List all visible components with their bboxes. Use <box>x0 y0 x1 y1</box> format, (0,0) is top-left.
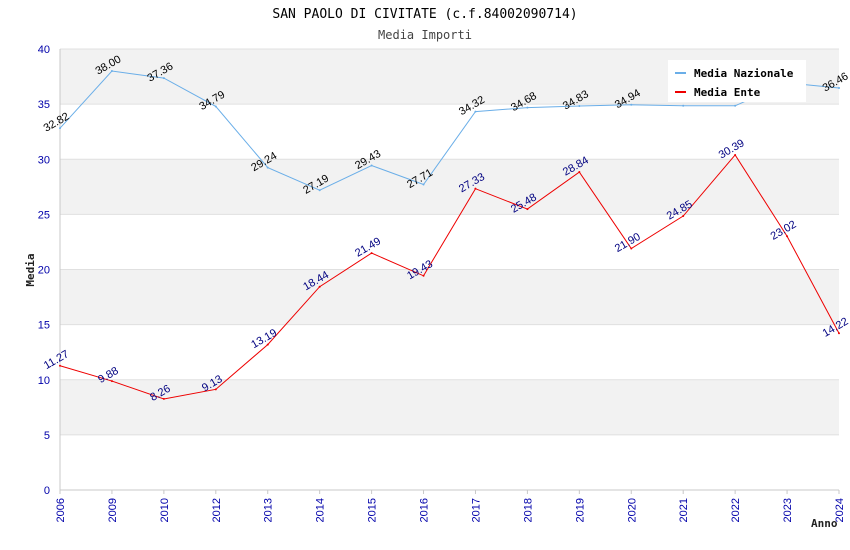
x-tick-label: 2014 <box>315 498 327 522</box>
data-point <box>734 104 737 107</box>
data-point <box>110 70 113 73</box>
data-point <box>422 274 425 277</box>
y-tick-label: 0 <box>44 485 50 497</box>
data-point <box>578 104 581 107</box>
data-point <box>110 380 113 383</box>
x-tick-label: 2020 <box>626 498 638 522</box>
series-line-media-nazionale <box>59 70 840 191</box>
chart-title: SAN PAOLO DI CIVITATE (c.f.84002090714) <box>272 7 577 22</box>
grid-band <box>60 104 839 160</box>
x-tick-label: 2009 <box>107 498 119 522</box>
x-tick-label: 2018 <box>522 498 534 522</box>
y-axis-label: Media <box>24 253 37 286</box>
y-tick-label: 5 <box>44 430 50 442</box>
x-tick-label: 2015 <box>367 498 379 522</box>
grid-band <box>60 379 839 435</box>
y-tick-label: 35 <box>38 99 50 111</box>
data-point <box>162 77 165 80</box>
data-point <box>838 87 840 90</box>
y-tick-label: 20 <box>38 265 50 277</box>
data-point <box>526 106 529 109</box>
y-tick-label: 15 <box>38 320 50 332</box>
legend-item: Media Ente <box>694 86 761 99</box>
grid-band <box>60 159 839 215</box>
x-tick-label: 2021 <box>678 498 690 522</box>
x-axis-label: Anno <box>811 517 838 530</box>
x-tick-label: 2010 <box>159 498 171 522</box>
data-point <box>734 153 737 156</box>
series-line-media-ente <box>59 154 840 400</box>
axes: 0 5 10 15 20 25 30 35 40 2006 2009 2010 2012 2013 2014… <box>38 44 846 522</box>
data-point <box>630 103 633 106</box>
series-group <box>59 70 840 400</box>
data-point <box>370 252 373 255</box>
data-point <box>214 105 217 108</box>
x-tick-label: 2013 <box>263 498 275 522</box>
data-point <box>318 285 321 288</box>
chart-subtitle: Media Importi <box>378 28 472 42</box>
data-point <box>214 388 217 391</box>
x-tick-label: 2017 <box>470 498 482 522</box>
y-tick-label: 10 <box>38 375 50 387</box>
data-point <box>59 127 61 130</box>
data-point <box>682 104 685 107</box>
data-point <box>838 332 840 335</box>
y-tick-label: 30 <box>38 154 50 166</box>
data-point <box>682 215 685 218</box>
data-point <box>266 166 269 169</box>
x-tick-label: 2023 <box>782 498 794 522</box>
x-tick-label: 2019 <box>574 498 586 522</box>
grid-band <box>60 269 839 325</box>
data-point <box>474 187 477 190</box>
x-tick-label: 2016 <box>419 498 431 522</box>
data-point <box>630 247 633 250</box>
data-point <box>266 343 269 346</box>
data-point <box>526 208 529 211</box>
data-point <box>786 235 789 238</box>
grid-band <box>60 434 839 490</box>
data-point <box>162 397 165 400</box>
grid-band <box>60 324 839 380</box>
data-point <box>59 364 61 367</box>
legend: Media Nazionale Media Ente <box>668 60 806 102</box>
data-point <box>474 110 477 113</box>
x-tick-label: 2006 <box>55 498 67 522</box>
data-point <box>318 189 321 192</box>
legend-box <box>668 60 806 102</box>
legend-item: Media Nazionale <box>694 67 794 80</box>
data-point <box>578 171 581 174</box>
data-point <box>422 183 425 186</box>
grid-band <box>60 214 839 270</box>
x-tick-label: 2022 <box>730 498 742 522</box>
data-point <box>370 164 373 167</box>
y-tick-label: 25 <box>38 209 50 221</box>
grid-bands <box>60 48 839 491</box>
x-tick-label: 2024 <box>834 498 846 522</box>
y-tick-label: 40 <box>38 44 50 56</box>
x-tick-label: 2012 <box>211 498 223 522</box>
